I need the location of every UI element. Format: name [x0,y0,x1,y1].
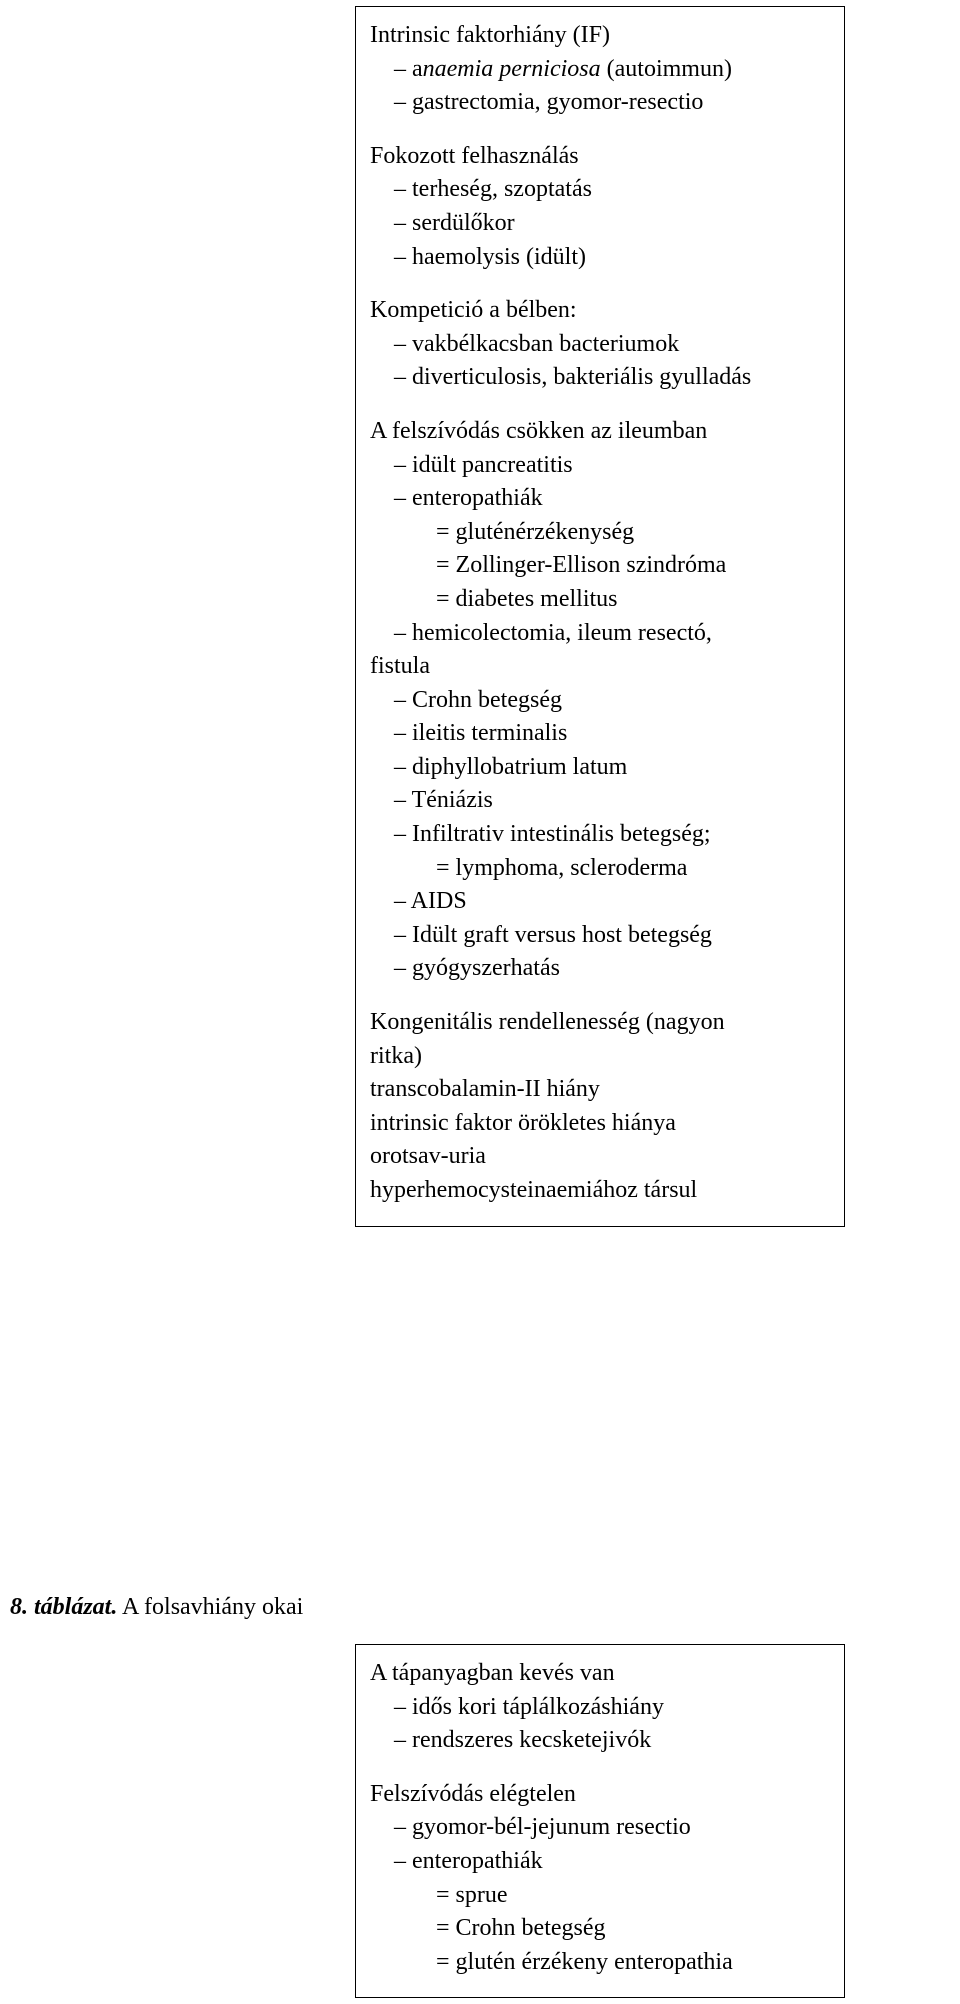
s1-item-0-post: (autoimmun) [601,56,732,82]
s4-item-c1: – Idült graft versus host betegség [370,919,830,953]
s2-item-0: – terheség, szoptatás [370,173,830,207]
s2-head: Fokozott felhasználás [370,140,830,174]
s4-eq2: = lymphoma, scleroderma [370,852,830,886]
s2-item-2: – haemolysis (idült) [370,241,830,275]
b2-s1-item-1: – rendszeres kecsketejivók [370,1724,830,1758]
s5-l5: hyperhemocysteinaemiához társul [370,1174,830,1208]
s3-item-0: – vakbélkacsban bacteriumok [370,328,830,362]
s4-item-b3: – Téniázis [370,784,830,818]
s4-eq-1: = Zollinger-Ellison szindróma [370,549,830,583]
s4-item-b4: – Infiltrativ intestinális betegség; [370,818,830,852]
s5-l1: Kongenitális rendellenesség (nagyon [370,1006,830,1040]
s5-l2: transcobalamin-II hiány [370,1073,830,1107]
s4-item-c0: – AIDS [370,885,830,919]
page: Intrinsic faktorhiány (IF) – anaemia per… [0,0,960,2004]
s1-item-0: – anaemia perniciosa (autoimmun) [370,53,830,87]
s4-item-c2: – gyógyszerhatás [370,952,830,986]
s1-head: Intrinsic faktorhiány (IF) [370,19,830,53]
s5-l3: intrinsic faktor örökletes hiánya [370,1107,830,1141]
s3-item-1: – diverticulosis, bakteriális gyulladás [370,361,830,395]
b2-s1-item-0: – idős kori táplálkozáshiány [370,1691,830,1725]
s4-item-a1: – enteropathiák [370,482,830,516]
b2-s2-head: Felszívódás elégtelen [370,1778,830,1812]
s4-wrap1b: fistula [370,650,830,684]
s5-l4: orotsav-uria [370,1140,830,1174]
s4-head: A felszívódás csökken az ileumban [370,415,830,449]
s4-item-a0: – idült pancreatitis [370,449,830,483]
table-caption: 8. táblázat. A folsavhiány okai [10,1594,303,1621]
s2-item-1: – serdülőkor [370,207,830,241]
s4-item-b0: – Crohn betegség [370,684,830,718]
caption-text: A folsavhiány okai [117,1594,303,1620]
b2-s2-eq-0: = sprue [370,1879,830,1913]
s5-l1b: ritka) [370,1040,830,1074]
b2-s2-item-0: – gyomor-bél-jejunum resectio [370,1811,830,1845]
s4-eq-2: = diabetes mellitus [370,583,830,617]
b2-s2-eq-1: = Crohn betegség [370,1912,830,1946]
s4-wrap1: – hemicolectomia, ileum resectó, [370,617,830,651]
b2-s2-eq-2: = glutén érzékeny enteropathia [370,1946,830,1980]
b2-s2-item-1: – enteropathiák [370,1845,830,1879]
caption-label: 8. táblázat. [10,1594,117,1620]
b2-s1-head: A tápanyagban kevés van [370,1657,830,1691]
s4-eq-0: = gluténérzékenység [370,516,830,550]
s3-head: Kompetició a bélben: [370,294,830,328]
box-2: A tápanyagban kevés van – idős kori tápl… [355,1644,845,1998]
box-1: Intrinsic faktorhiány (IF) – anaemia per… [355,6,845,1227]
s4-item-b2: – diphyllobatrium latum [370,751,830,785]
s1-item-0-pre: – a [394,56,423,82]
s1-item-0-ital: naemia perniciosa [423,56,601,82]
s4-item-b1: – ileitis terminalis [370,717,830,751]
s1-item-1: – gastrectomia, gyomor-resectio [370,86,830,120]
